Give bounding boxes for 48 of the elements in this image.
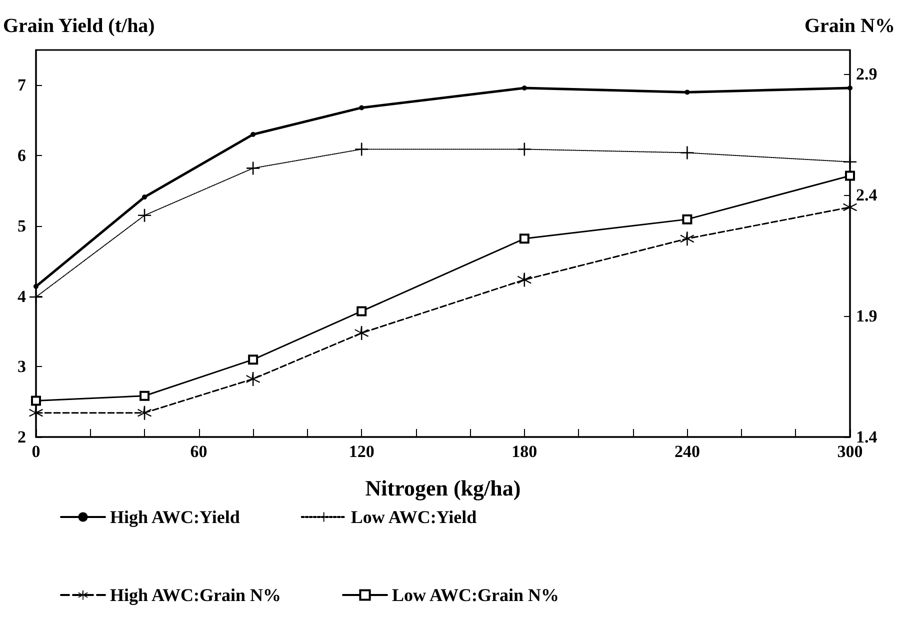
point [29, 406, 43, 420]
point [845, 170, 855, 181]
x-tick-label: 180 [512, 442, 538, 461]
legend-label: High AWC:Grain N% [110, 585, 282, 605]
point [248, 354, 258, 365]
point [359, 105, 364, 110]
point [138, 406, 152, 420]
point [354, 326, 369, 340]
point [138, 208, 152, 222]
point [518, 142, 531, 156]
y-tick-label: 4 [18, 286, 26, 306]
point [682, 214, 692, 224]
point [246, 162, 260, 175]
y-tick-label: 6 [18, 146, 26, 166]
y2-tick-label: 2.9 [856, 64, 878, 84]
x-tick-label: 0 [32, 442, 40, 461]
y-tick-label: 7 [18, 76, 26, 95]
x-tick-label: 120 [348, 442, 374, 461]
point [355, 142, 368, 156]
y-axis-title: Grain Yield (t/ha) [3, 15, 155, 37]
point [684, 90, 690, 95]
point [250, 132, 256, 137]
x-tick-label: 60 [190, 442, 208, 461]
point [680, 146, 694, 160]
point [140, 390, 150, 401]
legend-label: Low AWC:Yield [350, 507, 477, 527]
legend-label: High AWC:Yield [110, 507, 240, 527]
point [848, 86, 852, 90]
point [517, 272, 532, 287]
y2-tick-label: 2.4 [856, 186, 878, 205]
point [843, 200, 857, 214]
point [246, 372, 260, 386]
point [522, 86, 527, 90]
point [142, 194, 148, 200]
point [844, 155, 856, 168]
y2-axis-title: Grain N% [804, 15, 895, 37]
point [356, 306, 367, 316]
x-tick-label: 240 [674, 442, 700, 461]
x-axis-title: Nitrogen (kg/ha) [365, 476, 521, 500]
point [34, 284, 38, 289]
y2-tick-label: 1.9 [856, 306, 878, 326]
legend-label: Low AWC:Grain N% [392, 585, 560, 605]
point [519, 234, 530, 244]
point [31, 396, 41, 406]
y-tick-label: 2 [18, 428, 26, 446]
y-tick-label: 3 [18, 357, 26, 376]
point [680, 232, 694, 246]
y-tick-label: 5 [18, 216, 26, 236]
